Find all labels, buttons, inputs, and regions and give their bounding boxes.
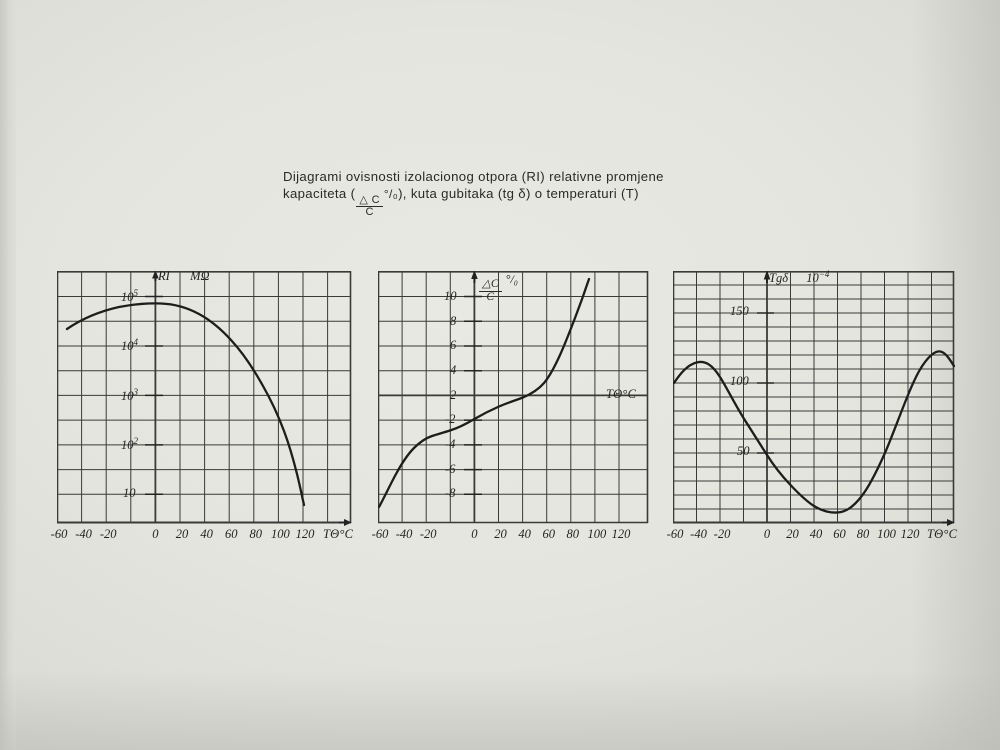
chart-ri-xtick-1: -40 bbox=[75, 527, 92, 541]
chart-tgd-xtick-0: -60 bbox=[666, 527, 684, 541]
chart-ri-ytick-1e4: 104 bbox=[121, 337, 138, 354]
chart-tgd-xtick-9: 120 bbox=[900, 527, 920, 541]
page-edge-shadow-right bbox=[910, 0, 1000, 750]
chart-dc-ytick-2: 2 bbox=[450, 388, 457, 402]
chart-ri-quantity-label: RI bbox=[158, 269, 170, 283]
chart-ri-ytick-1e3: 103 bbox=[121, 387, 138, 404]
chart-dc-ytick-6: 6 bbox=[450, 338, 457, 352]
chart-ri-xtick-8: 100 bbox=[271, 527, 290, 541]
page-edge-shadow-bottom bbox=[0, 670, 1000, 750]
chart-dc-xtick-3: 0 bbox=[471, 527, 478, 541]
chart-insulation-resistance: RI MΩ 105 104 103 102 10 -60 -40 -20 0 2… bbox=[51, 269, 354, 546]
chart-dc-ytick-10: 10 bbox=[444, 289, 457, 303]
chart-dc-x-axis-label: TΘ°C bbox=[606, 387, 637, 401]
chart-dc-xtick-8: 100 bbox=[587, 527, 607, 541]
chart-ri-xtick-6: 60 bbox=[224, 527, 238, 541]
figure-caption-line-1: Dijagrami ovisnosti izolacionog otpora (… bbox=[283, 169, 664, 184]
chart-ri-curve bbox=[65, 302, 306, 507]
chart-tgd-grid bbox=[673, 271, 955, 524]
chart-tgd-curve bbox=[673, 350, 955, 514]
chart-tgd-xtick-7: 80 bbox=[856, 527, 870, 541]
chart-tgd-xtick-1: -40 bbox=[690, 527, 707, 541]
chart-ri-canvas bbox=[57, 271, 352, 526]
chart-tgd-xtick-4: 20 bbox=[786, 527, 799, 541]
chart-tgd-y-tick-marks bbox=[757, 312, 774, 454]
figure-caption: Dijagrami ovisnosti izolacionog otpora (… bbox=[283, 168, 753, 218]
chart-tgd-xtick-8: 100 bbox=[877, 527, 896, 541]
fraction-denominator: C bbox=[365, 206, 374, 219]
chart-dc-xtick-4: 20 bbox=[494, 527, 507, 541]
chart-dc-fraction: △C C bbox=[479, 278, 502, 303]
chart-ri-xtick-7: 80 bbox=[249, 527, 263, 541]
chart-ri-xtick-9: 120 bbox=[295, 527, 315, 541]
chart-dc-ytick-m2: -2 bbox=[445, 412, 456, 426]
chart-dc-ytick-m8: -8 bbox=[445, 486, 456, 500]
chart-dc-header: △C C °/₀ bbox=[478, 272, 518, 303]
chart-tgd-y-axis-arrow bbox=[763, 271, 771, 283]
chart-tgd-x-axis-arrow bbox=[942, 519, 955, 526]
chart-ri-xtick-5: 40 bbox=[200, 527, 213, 541]
chart-loss-angle: Tgδ 10−4 150 100 50 -60 -40 -20 0 20 40 … bbox=[667, 269, 958, 546]
chart-tgd-ytick-100: 100 bbox=[730, 374, 749, 388]
chart-ri-ytick-1e5: 105 bbox=[121, 288, 138, 305]
chart-ri-xtick-3: 0 bbox=[152, 527, 159, 541]
chart-ri-xtick-0: -60 bbox=[50, 527, 68, 541]
chart-ri-header: RI MΩ bbox=[158, 269, 210, 284]
chart-dc-y-axis-arrow bbox=[471, 271, 478, 283]
chart-ri-grid bbox=[57, 271, 352, 524]
chart-ri-xtick-2: -20 bbox=[99, 527, 117, 541]
chart-capacitance-change: △C C °/₀ 10 8 6 4 2 -2 -4 -6 -8 TΘ°C -60… bbox=[372, 271, 649, 546]
figure-caption-line-2: kapaciteta (△ C C °/₀), kuta gubitaka (tg … bbox=[283, 185, 753, 218]
chart-dc-curve bbox=[378, 277, 591, 509]
chart-dc-fraction-denominator: C bbox=[486, 290, 495, 303]
chart-tgd-xtick-6: 60 bbox=[833, 527, 846, 541]
caption-text-post: ), kuta gubitaka (tg δ) o temperaturi (T… bbox=[398, 186, 639, 201]
chart-dc-xtick-5: 40 bbox=[518, 527, 531, 541]
chart-ri-x-axis-label: TΘ°C bbox=[323, 527, 354, 541]
chart-tgd-canvas bbox=[673, 271, 955, 526]
chart-tgd-unit-label: 10−4 bbox=[806, 269, 830, 286]
caption-text-pre: kapaciteta ( bbox=[283, 186, 356, 201]
chart-dc-ytick-m6: -6 bbox=[445, 462, 456, 476]
fraction-numerator: △ C bbox=[356, 194, 383, 208]
chart-tgd-quantity-label: Tgδ bbox=[769, 271, 789, 286]
chart-tgd-xtick-5: 40 bbox=[809, 527, 823, 541]
chart-dc-xtick-1: -40 bbox=[395, 527, 413, 541]
percent-symbol: °/₀ bbox=[383, 187, 399, 201]
chart-dc-ytick-8: 8 bbox=[450, 314, 457, 328]
chart-dc-fraction-numerator: △C bbox=[479, 278, 502, 292]
chart-ri-xtick-4: 20 bbox=[175, 527, 189, 541]
chart-dc-xtick-9: 120 bbox=[611, 527, 631, 541]
chart-dc-grid bbox=[378, 271, 649, 524]
chart-ri-y-tick-marks bbox=[145, 295, 163, 496]
chart-dc-xtick-7: 80 bbox=[566, 527, 580, 541]
chart-dc-xtick-2: -20 bbox=[419, 527, 437, 541]
chart-dc-ytick-m4: -4 bbox=[445, 437, 456, 451]
chart-dc-unit-label: °/₀ bbox=[505, 272, 518, 286]
chart-dc-xtick-6: 60 bbox=[542, 527, 555, 541]
page-edge-shadow-left bbox=[0, 0, 16, 750]
chart-ri-ytick-1e1: 10 bbox=[123, 486, 136, 500]
chart-tgd-ytick-150: 150 bbox=[730, 304, 749, 318]
chart-ri-y-axis-arrow bbox=[152, 271, 159, 281]
chart-ri-ytick-1e2: 102 bbox=[121, 436, 138, 453]
chart-tgd-xtick-2: -20 bbox=[713, 527, 731, 541]
chart-ri-unit-label: MΩ bbox=[190, 269, 210, 283]
chart-tgd-x-axis-label: TΘ°C bbox=[927, 527, 958, 541]
chart-dc-xtick-0: -60 bbox=[371, 527, 389, 541]
chart-tgd-xtick-3: 0 bbox=[763, 527, 771, 541]
chart-tgd-header: Tgδ 10−4 bbox=[769, 269, 829, 286]
chart-ri-x-axis-arrow bbox=[339, 519, 352, 526]
chart-tgd-ytick-50: 50 bbox=[737, 444, 750, 458]
chart-dc-ytick-4: 4 bbox=[450, 363, 457, 377]
chart-dc-canvas bbox=[378, 271, 649, 524]
